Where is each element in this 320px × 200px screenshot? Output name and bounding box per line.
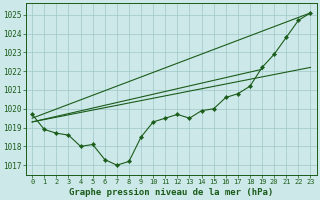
X-axis label: Graphe pression niveau de la mer (hPa): Graphe pression niveau de la mer (hPa) — [69, 188, 274, 197]
